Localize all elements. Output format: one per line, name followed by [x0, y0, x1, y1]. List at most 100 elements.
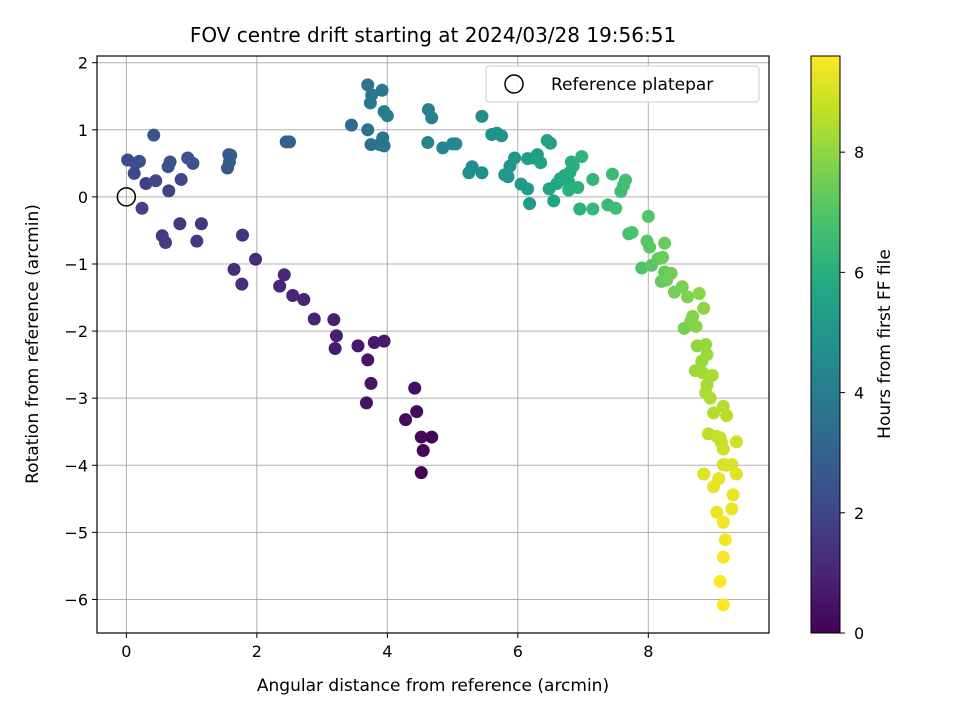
data-point [707, 480, 721, 494]
data-point [695, 366, 709, 380]
data-point [575, 150, 589, 164]
data-point [277, 268, 291, 282]
data-point [222, 148, 236, 162]
data-point [692, 287, 706, 301]
data-point [344, 118, 358, 132]
legend-label: Reference platepar [551, 75, 713, 95]
data-point [689, 319, 703, 333]
data-point [720, 409, 734, 423]
data-point [705, 368, 719, 382]
data-point [297, 293, 311, 307]
data-points [121, 78, 743, 612]
y-tick-label: −3 [64, 389, 88, 408]
reference-platepar-marker [116, 187, 137, 207]
y-tick-label: −4 [64, 456, 88, 475]
data-point [286, 289, 300, 303]
data-point [465, 160, 479, 174]
data-point [380, 109, 394, 123]
data-point [586, 202, 600, 216]
data-point [135, 201, 149, 215]
data-point [625, 225, 639, 239]
data-point [475, 166, 489, 180]
data-point [361, 353, 375, 367]
y-axis-label: Rotation from reference (arcmin) [23, 204, 43, 484]
data-point [716, 598, 730, 612]
data-point [635, 261, 649, 275]
data-point [361, 78, 375, 92]
chart-title: FOV centre drift starting at 2024/03/28 … [190, 23, 676, 47]
data-point [282, 135, 296, 149]
grid-lines [97, 56, 769, 633]
plot-frame [96, 55, 770, 634]
data-point [699, 338, 713, 351]
data-point [364, 376, 378, 390]
data-point [235, 277, 249, 291]
data-point [436, 141, 450, 155]
data-point [710, 505, 724, 519]
data-point [132, 154, 146, 168]
y-tick-label: 0 [78, 188, 88, 207]
data-point [377, 334, 391, 348]
data-point [495, 129, 509, 143]
data-point [359, 396, 373, 410]
data-point [643, 240, 657, 254]
data-point [367, 335, 381, 349]
data-point [713, 574, 727, 588]
data-point [414, 430, 428, 444]
colorbar-label: Hours from first FF file [875, 249, 895, 439]
colorbar-gradient [810, 55, 841, 634]
data-point [726, 488, 740, 502]
y-tick-label: 1 [78, 121, 88, 140]
data-point [605, 167, 619, 181]
data-point [173, 217, 187, 231]
colorbar-tick-label: 2 [854, 504, 864, 523]
data-point [716, 515, 730, 529]
data-point [664, 266, 678, 280]
data-point [729, 467, 743, 481]
colorbar-ticks: 0 2 4 6 8 [840, 143, 864, 643]
data-point [163, 155, 177, 169]
x-tick-label: 8 [643, 642, 653, 661]
colorbar-tick-label: 4 [854, 384, 864, 403]
data-point [186, 156, 200, 170]
data-point [127, 166, 141, 180]
data-point [421, 136, 435, 150]
data-point [363, 96, 377, 110]
data-point [147, 128, 161, 142]
data-point [139, 176, 153, 190]
x-tick-label: 0 [121, 642, 131, 661]
colorbar-tick-label: 0 [854, 624, 864, 643]
data-point [416, 444, 430, 458]
data-point [697, 301, 711, 315]
data-point [609, 201, 623, 215]
y-tick-label: −2 [64, 322, 88, 341]
data-point [716, 442, 730, 456]
colorbar: 0 2 4 6 8 Hours from first FF file [810, 55, 895, 643]
data-point [729, 435, 743, 449]
data-point [273, 279, 287, 293]
data-point [543, 136, 557, 150]
data-point [235, 228, 249, 242]
data-point [686, 309, 700, 323]
data-point [675, 280, 689, 294]
data-point [523, 197, 537, 211]
y-axis-ticks: 2 1 0 −1 −2 −3 −4 −5 −6 [64, 54, 97, 609]
data-point [361, 123, 375, 137]
x-axis-label: Angular distance from reference (arcmin) [257, 676, 609, 696]
data-point [707, 406, 721, 420]
data-point [697, 467, 711, 481]
x-tick-label: 6 [513, 642, 523, 661]
colorbar-tick-label: 8 [854, 143, 864, 162]
y-tick-label: 2 [78, 54, 88, 73]
data-point [327, 313, 341, 327]
data-point [586, 172, 600, 186]
data-point [658, 236, 672, 250]
data-point [399, 413, 413, 427]
legend-open-circle-icon [504, 74, 524, 94]
data-point [718, 533, 732, 547]
data-point [159, 236, 173, 250]
data-point [573, 202, 587, 216]
data-point [680, 290, 694, 304]
